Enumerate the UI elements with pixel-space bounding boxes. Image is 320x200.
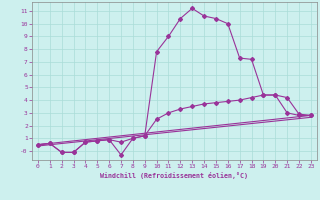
X-axis label: Windchill (Refroidissement éolien,°C): Windchill (Refroidissement éolien,°C) [100, 172, 248, 179]
